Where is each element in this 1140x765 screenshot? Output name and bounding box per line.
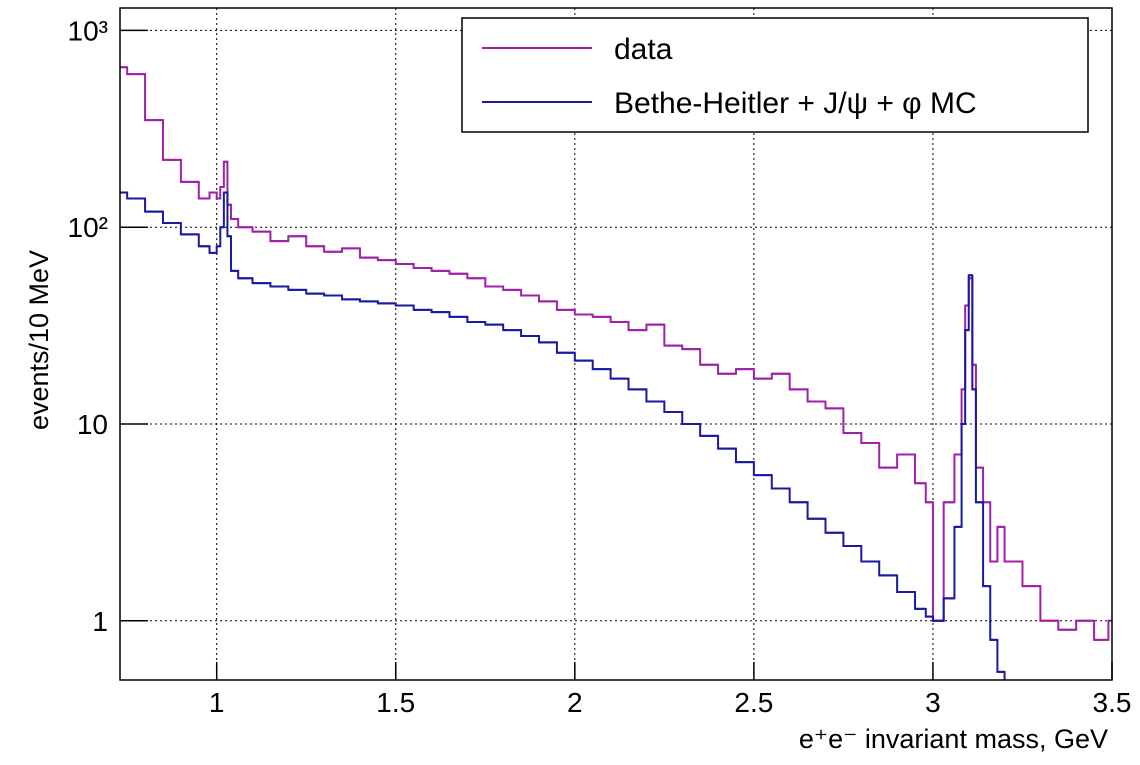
x-tick-label: 1 xyxy=(209,687,225,718)
plot-area xyxy=(120,66,1112,680)
legend: data Bethe-Heitler + J/ψ + φ MC xyxy=(461,17,1089,133)
step-connector xyxy=(120,191,1006,680)
legend-label: Bethe-Heitler + J/ψ + φ MC xyxy=(614,87,977,120)
x-tick-label: 2 xyxy=(567,687,583,718)
axes: 1 1.5 2 2.5 3 3.5 1 10 10² 10³ xyxy=(68,15,1132,718)
y-tick-label: 10 xyxy=(77,409,108,440)
x-tick-label: 2.5 xyxy=(734,687,773,718)
legend-box xyxy=(461,17,1089,133)
y-axis-title: events/10 MeV xyxy=(24,250,54,430)
x-axis-title: e⁺e⁻ invariant mass, GeV xyxy=(799,724,1108,754)
x-tick-label: 3.5 xyxy=(1093,687,1132,718)
y-tick-label: 10² xyxy=(68,212,108,243)
legend-label: data xyxy=(614,33,673,66)
x-tick-label: 3 xyxy=(925,687,941,718)
y-tick-label: 1 xyxy=(92,606,108,637)
frame xyxy=(119,7,1113,681)
x-tick-label: 1.5 xyxy=(376,687,415,718)
y-tick-label: 10³ xyxy=(68,15,108,46)
